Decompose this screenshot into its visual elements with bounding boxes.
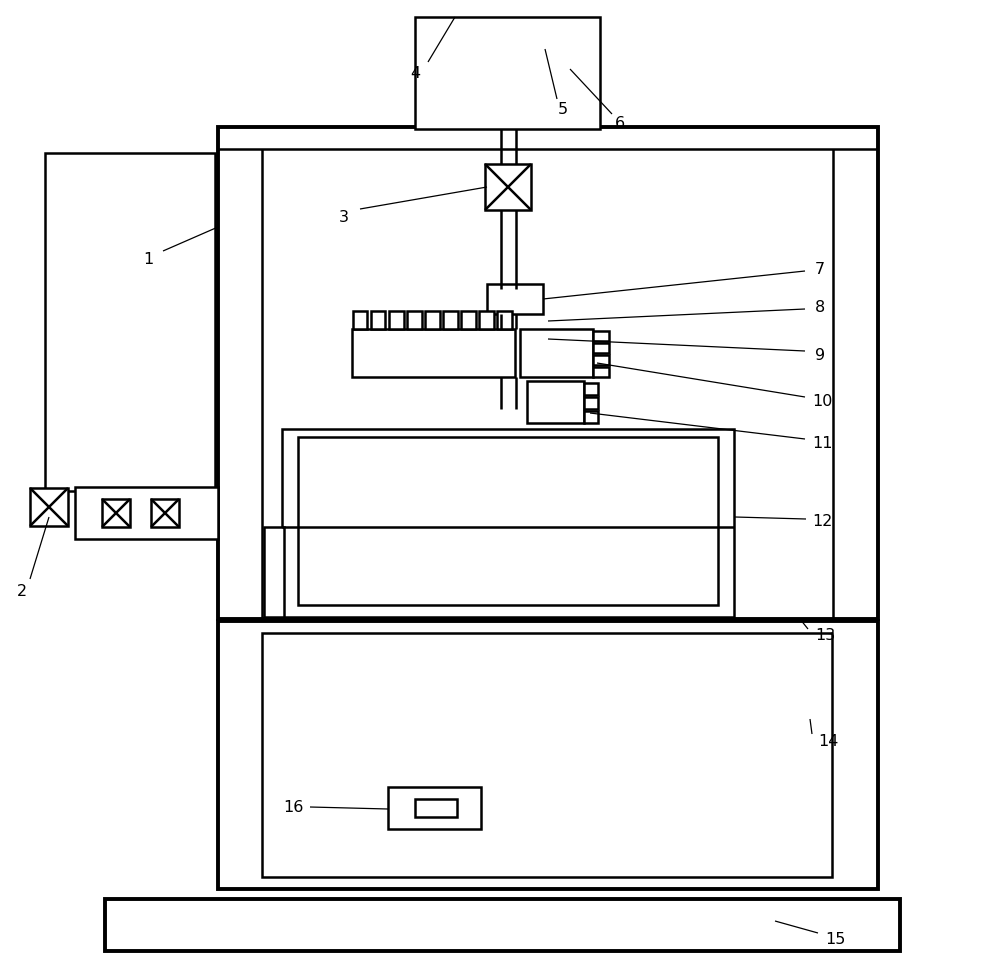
Bar — [479, 312, 494, 329]
Bar — [389, 312, 404, 329]
Text: 3: 3 — [339, 209, 349, 224]
Text: 9: 9 — [815, 347, 825, 362]
Text: 16: 16 — [283, 799, 303, 815]
Bar — [527, 382, 584, 423]
Bar — [218, 621, 878, 890]
Bar — [593, 343, 609, 353]
Text: 10: 10 — [812, 394, 832, 409]
Bar — [298, 438, 718, 606]
Bar — [584, 384, 598, 395]
Text: 7: 7 — [815, 263, 825, 277]
Bar — [485, 165, 531, 211]
Bar — [282, 429, 734, 617]
Text: 13: 13 — [815, 627, 835, 641]
Bar — [105, 899, 900, 951]
Bar — [443, 312, 458, 329]
Text: 12: 12 — [812, 514, 832, 529]
Bar — [497, 312, 512, 329]
Text: 14: 14 — [818, 734, 838, 749]
Text: 1: 1 — [143, 252, 153, 267]
Bar — [371, 312, 385, 329]
Bar — [352, 329, 515, 378]
Bar — [461, 312, 476, 329]
Bar — [487, 285, 543, 315]
Bar — [415, 18, 600, 130]
Bar — [264, 527, 284, 617]
Bar — [407, 312, 422, 329]
Bar — [593, 367, 609, 377]
Bar — [425, 312, 440, 329]
Bar — [218, 128, 878, 619]
Bar — [30, 488, 68, 526]
Bar — [415, 799, 457, 817]
Text: 6: 6 — [615, 115, 625, 131]
Text: 4: 4 — [410, 66, 420, 80]
Bar — [75, 487, 218, 540]
Bar — [520, 329, 593, 378]
Bar — [45, 154, 215, 491]
Text: 15: 15 — [825, 931, 845, 947]
Bar — [262, 634, 832, 877]
Bar — [102, 499, 130, 527]
Text: 8: 8 — [815, 300, 825, 315]
Bar — [353, 312, 367, 329]
Bar — [584, 397, 598, 409]
Bar — [584, 412, 598, 423]
Text: 11: 11 — [812, 436, 832, 451]
Bar — [593, 356, 609, 365]
Text: 2: 2 — [17, 584, 27, 599]
Bar — [151, 499, 179, 527]
Bar — [593, 331, 609, 341]
Bar — [388, 787, 481, 829]
Text: 5: 5 — [558, 103, 568, 117]
